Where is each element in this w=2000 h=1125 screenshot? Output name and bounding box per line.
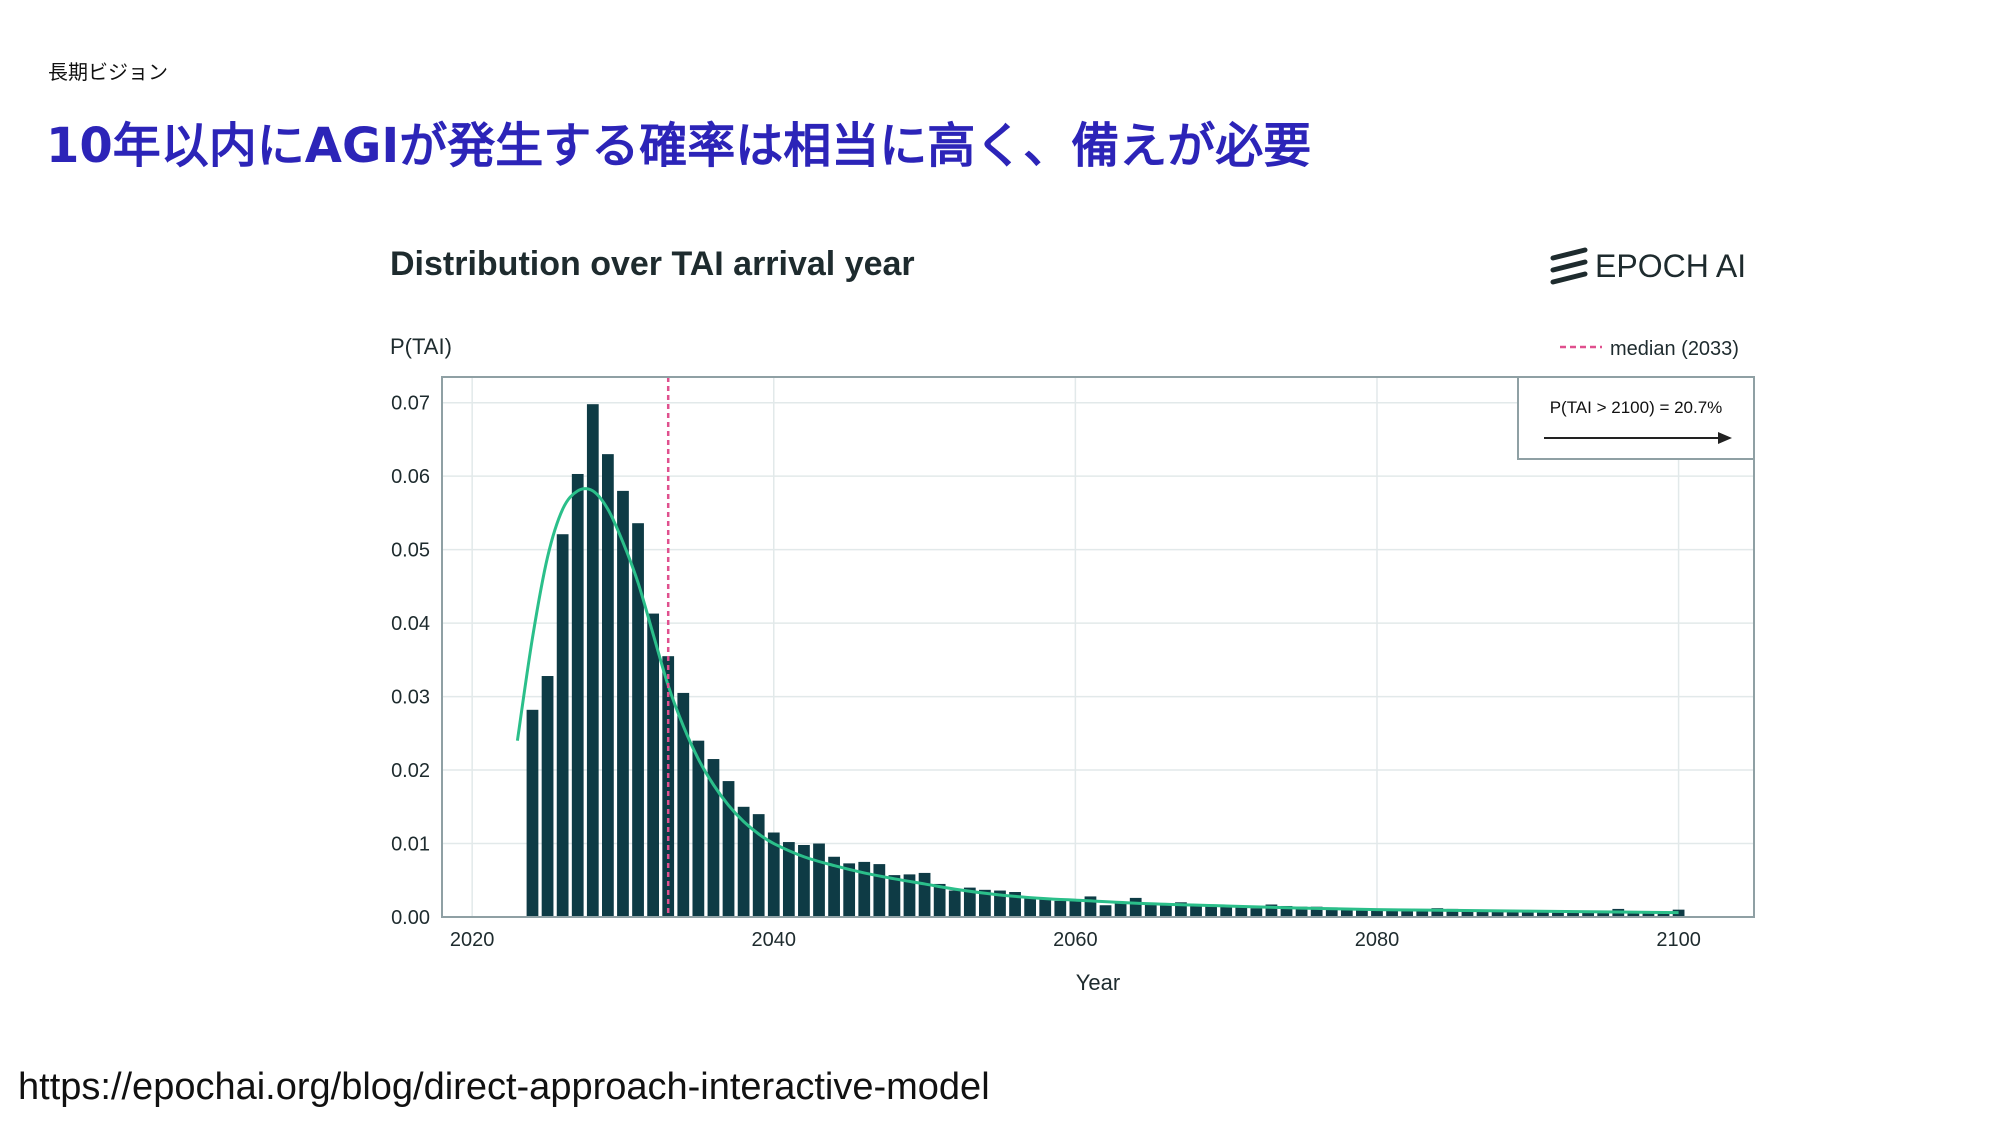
y-tick-label: 0.07 — [391, 393, 430, 415]
histogram-bar — [602, 454, 614, 917]
histogram-chart: Distribution over TAI arrival year EPOCH… — [380, 230, 1780, 1010]
histogram-bar — [557, 534, 569, 917]
x-axis-label: Year — [1076, 970, 1120, 995]
histogram-bar — [934, 884, 946, 917]
density-line — [517, 489, 1678, 913]
histogram-bar — [587, 404, 599, 917]
legend-median-label: median (2033) — [1610, 338, 1739, 360]
y-axis-label: P(TAI) — [390, 334, 452, 359]
histogram-bar — [1069, 899, 1081, 917]
x-tick-label: 2100 — [1656, 929, 1701, 951]
histogram-bar — [1145, 904, 1157, 917]
brand-name: EPOCH AI — [1595, 248, 1746, 284]
y-tick-label: 0.04 — [391, 613, 430, 635]
histogram-bar — [1100, 905, 1112, 917]
histogram-bar — [813, 844, 825, 917]
y-tick-label: 0.05 — [391, 540, 430, 562]
plot-area: 0.00 0.01 0.02 0.03 0.04 0.05 0.06 0.07 2020 2040… — [391, 377, 1754, 951]
x-tick-label: 2060 — [1053, 929, 1098, 951]
histogram-bar — [1024, 898, 1036, 917]
histogram-bar — [647, 614, 659, 917]
source-link[interactable]: https://epochai.org/blog/direct-approach… — [18, 1066, 990, 1109]
histogram-bar — [1235, 907, 1247, 917]
histogram-bar — [949, 891, 961, 917]
histogram-bar — [889, 875, 901, 917]
callout-box — [1518, 377, 1754, 459]
histogram-bar — [858, 862, 870, 917]
y-tick-label: 0.00 — [391, 907, 430, 929]
epoch-logo-icon — [1553, 250, 1585, 282]
histogram-bar — [1130, 898, 1142, 917]
callout-text: P(TAI > 2100) = 20.7% — [1550, 398, 1723, 417]
x-tick-label: 2080 — [1355, 929, 1400, 951]
histogram-bar — [1220, 906, 1232, 917]
histogram-bar — [919, 873, 931, 917]
histogram-bar — [1039, 899, 1051, 917]
legend: median (2033) — [1560, 338, 1739, 360]
y-tick-label: 0.03 — [391, 687, 430, 709]
histogram-bar — [527, 710, 539, 917]
chart-container: Distribution over TAI arrival year EPOCH… — [380, 230, 1780, 1010]
y-tick-label: 0.01 — [391, 834, 430, 856]
y-tick-label: 0.02 — [391, 760, 430, 782]
chart-title: Distribution over TAI arrival year — [390, 245, 915, 283]
x-tick-label: 2040 — [752, 929, 797, 951]
slide-title: 10年以内にAGIが発生する確率は相当に高く、備えが必要 — [46, 106, 1311, 176]
histogram-bar — [1250, 908, 1262, 917]
section-label: 長期ビジョン — [48, 56, 168, 85]
y-tick-label: 0.06 — [391, 466, 430, 488]
histogram-bar — [572, 474, 584, 917]
histogram-bar — [542, 676, 554, 917]
x-tick-label: 2020 — [450, 929, 495, 951]
histogram-bar — [873, 864, 885, 917]
histogram-bar — [1054, 901, 1066, 917]
